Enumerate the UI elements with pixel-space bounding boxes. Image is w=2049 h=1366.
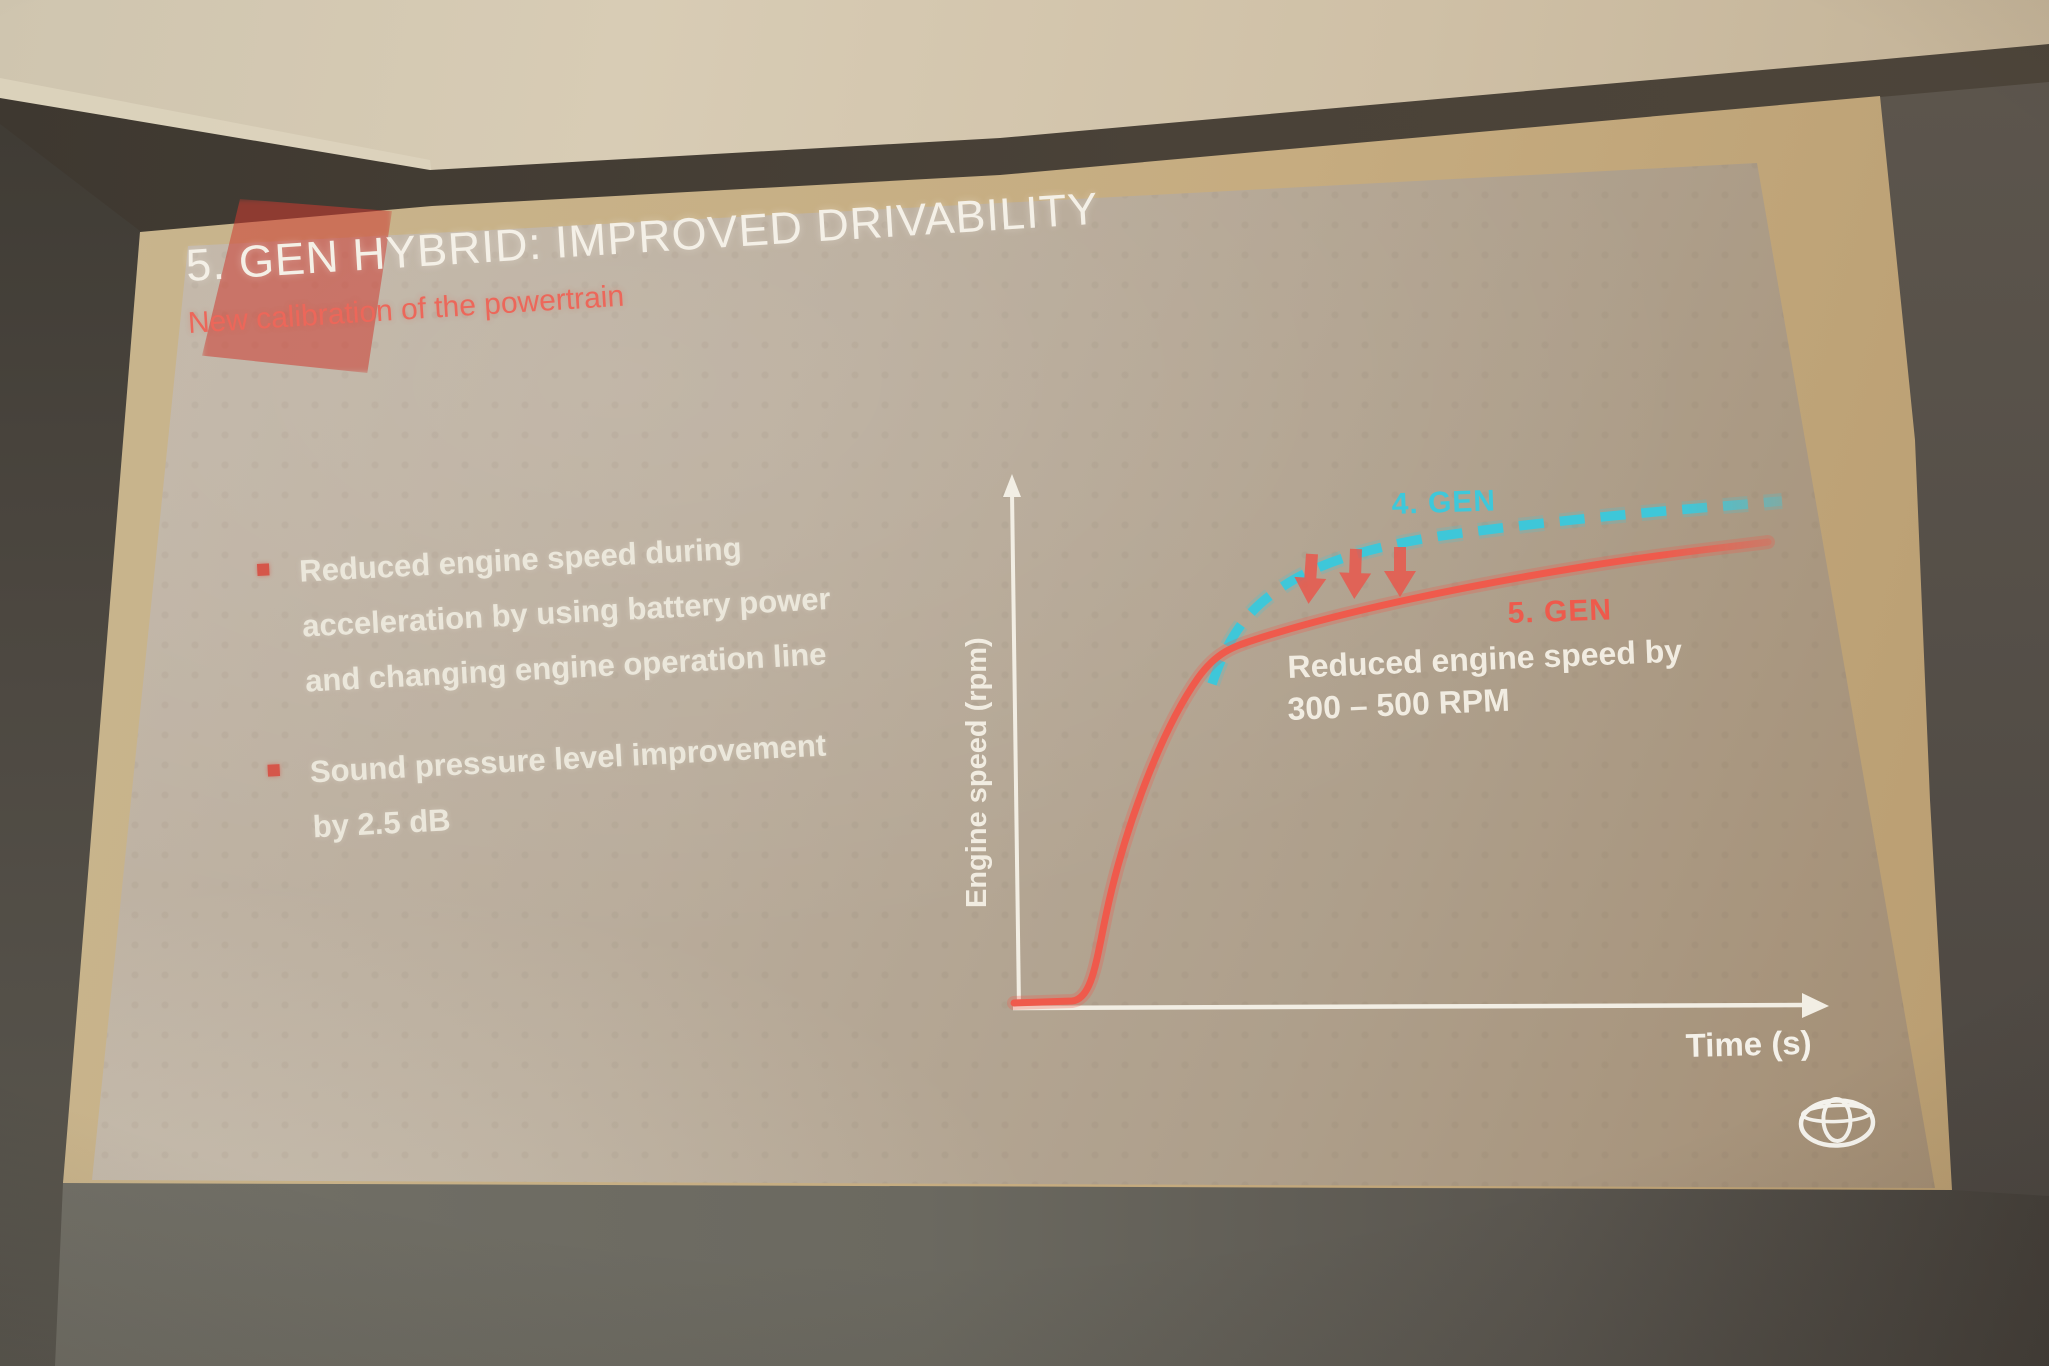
square-bullet-icon: [256, 563, 270, 576]
bullet-item: Reduced engine speed during acceleration…: [256, 515, 864, 711]
bullet-text: Reduced engine speed during acceleration…: [298, 530, 832, 699]
toyota-logo-icon: [1798, 1097, 1876, 1148]
bullet-item: Sound pressure level improvement by 2.5 …: [267, 715, 872, 856]
bullet-text: Sound pressure level improvement by 2.5 …: [308, 727, 827, 845]
square-bullet-icon: [267, 764, 281, 777]
bullet-list: Reduced engine speed during acceleration…: [256, 515, 873, 893]
title-red-accent-shape: [202, 199, 392, 373]
